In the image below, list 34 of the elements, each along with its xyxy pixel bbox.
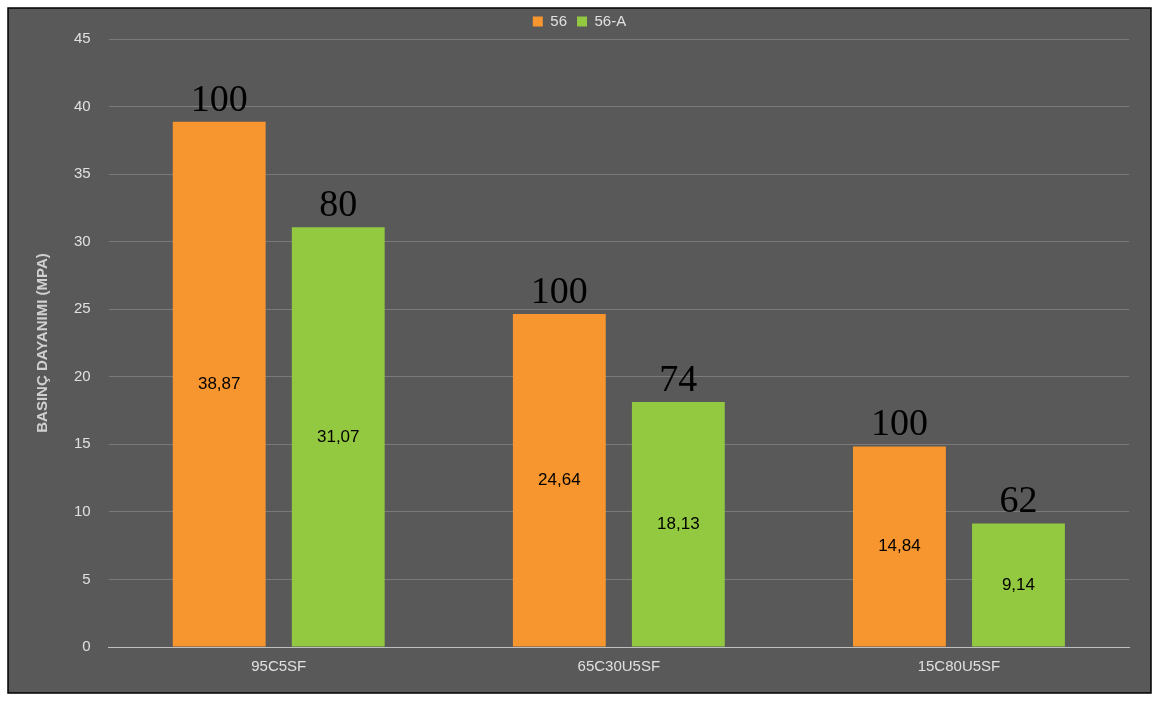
y-tick-label: 20 [74, 366, 91, 384]
x-tick-label: 65C30U5SF [577, 657, 661, 675]
annotation: 100 [190, 76, 248, 119]
data-label: 31,07 [316, 426, 360, 446]
y-tick-label: 5 [82, 569, 91, 587]
bar [512, 314, 606, 647]
annotation: 62 [999, 478, 1038, 521]
data-label: 18,13 [657, 513, 700, 533]
bar [631, 402, 725, 647]
data-label: 38,87 [197, 373, 241, 393]
y-tick-label: 10 [74, 502, 91, 520]
data-label: 14,84 [878, 536, 921, 556]
y-tick-label: 40 [74, 96, 91, 114]
annotation: 100 [870, 401, 928, 444]
x-tick-label: 95C5SF [251, 657, 307, 675]
legend-label: 56 [550, 11, 567, 29]
y-tick-label: 45 [74, 29, 91, 47]
y-tick-label: 0 [82, 637, 91, 655]
y-axis-title: BASINÇ DAYANIMI (MPA) [33, 253, 51, 433]
y-tick-label: 15 [74, 434, 91, 452]
x-tick-label: 15C80U5SF [917, 657, 1001, 675]
y-tick-label: 30 [74, 231, 91, 249]
annotation: 100 [530, 269, 588, 312]
bar [853, 446, 946, 647]
data-label: 24,64 [538, 469, 581, 489]
bar [172, 121, 266, 647]
legend-label: 56-A [594, 11, 627, 29]
annotation: 80 [319, 182, 358, 225]
data-label: 9,14 [1001, 574, 1036, 594]
y-tick-label: 25 [74, 299, 91, 317]
bar [291, 227, 385, 647]
y-tick-label: 35 [74, 164, 91, 182]
annotation: 74 [659, 357, 698, 400]
bar [972, 523, 1065, 647]
